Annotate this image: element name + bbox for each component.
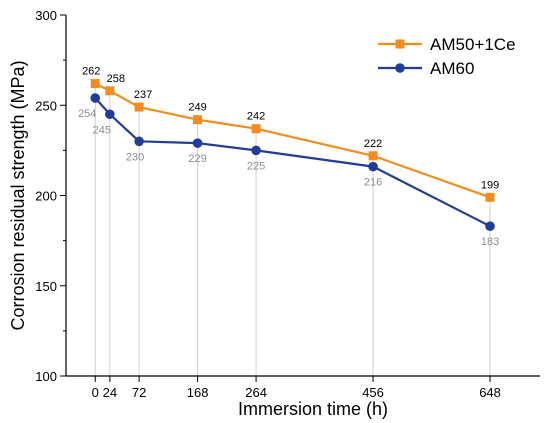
data-point [90,93,101,103]
data-label: 249 [188,102,206,114]
data-point [368,151,378,161]
data-point [485,221,495,231]
data-point [192,138,203,148]
x-tick-label: 24 [103,385,117,400]
data-point [251,124,261,134]
series-line [94,82,491,199]
data-point [485,192,495,202]
drop-lines [94,83,491,376]
data-label: 183 [481,236,499,248]
data-label: 237 [134,89,152,101]
x-axis-title: Immersion time (h) [238,399,388,419]
data-label: 254 [78,108,96,120]
y-tick-label: 300 [35,8,57,23]
x-tick-label: 456 [362,385,384,400]
data-point [90,79,100,89]
x-tick-label: 0 [92,385,99,400]
x-tick-label: 168 [187,385,209,400]
x-tick-label: 264 [245,385,267,400]
data-point [368,161,378,172]
data-label: 229 [188,153,206,165]
legend-label: AM60 [430,59,474,78]
data-point [134,136,144,147]
series-line [94,97,491,228]
data-label: 242 [247,111,265,123]
data-label: 225 [247,160,265,172]
axes: 100 150 200 250 300 0 24 72 168 264 456 648 [35,8,540,400]
data-point [105,86,115,96]
legend-label: AM50+1Ce [430,35,516,54]
legend-marker [395,39,405,49]
y-tick-label: 150 [35,279,57,294]
data-label: 258 [107,73,125,85]
data-point [134,102,144,112]
data-label: 230 [126,151,144,163]
y-tick-label: 200 [35,189,57,204]
x-tick-label: 648 [479,385,501,400]
x-tick-label: 72 [132,385,146,400]
data-label: 199 [481,179,499,191]
series-layer [90,79,495,231]
legend-marker [395,63,405,73]
data-point [193,115,203,125]
y-tick-label: 100 [35,369,57,384]
data-point [105,109,115,120]
legend: AM50+1Ce AM60 [378,35,516,78]
data-label: 216 [364,177,382,189]
data-label: 245 [93,124,111,136]
data-point [251,145,261,156]
y-tick-label: 250 [35,98,57,113]
data-label: 222 [364,138,382,150]
data-label: 262 [82,66,100,78]
data-labels: 262 258 237 249 242 222 199 254 245 230 229 225 216 1… [78,66,499,249]
y-axis-title: Corrosion residual strength (MPa) [8,60,28,330]
